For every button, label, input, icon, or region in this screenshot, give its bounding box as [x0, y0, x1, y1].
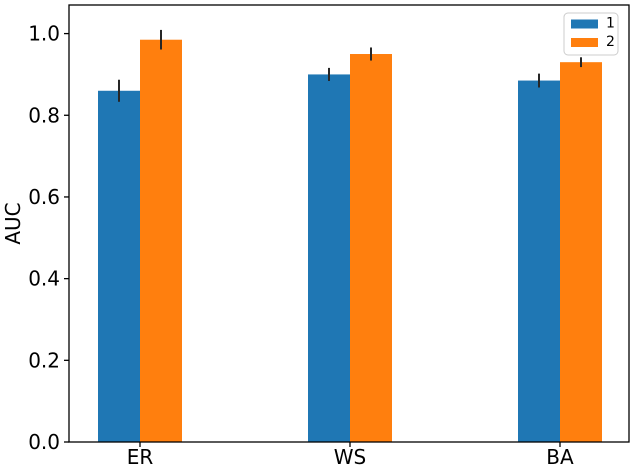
x-axis-tick-label: WS [334, 445, 366, 469]
legend-swatch-2 [571, 38, 598, 47]
bar-ws-series-1 [308, 74, 350, 443]
y-axis-tick-label: 1.0 [28, 22, 60, 46]
legend-label-1: 1 [606, 16, 615, 32]
y-axis-label: AUC [1, 202, 25, 244]
bar-ws-series-2 [350, 54, 392, 443]
y-axis-tick-label: 0.4 [28, 267, 60, 291]
bar-ba-series-1 [518, 80, 560, 442]
y-axis-tick-label: 0.8 [28, 103, 60, 127]
y-axis-tick-label: 0.2 [28, 348, 60, 372]
legend-label-2: 2 [606, 34, 615, 50]
plot-spines [68, 4, 630, 443]
bar-er-series-1 [98, 90, 140, 442]
x-axis-tick-label: ER [127, 445, 154, 469]
bar-ba-series-2 [560, 62, 602, 442]
bar-er-series-2 [140, 39, 182, 442]
y-axis-tick-label: 0.6 [28, 185, 60, 209]
y-axis-tick-label: 0.0 [28, 430, 60, 454]
x-axis-tick-label: BA [546, 445, 574, 469]
legend-swatch-1 [571, 19, 598, 29]
